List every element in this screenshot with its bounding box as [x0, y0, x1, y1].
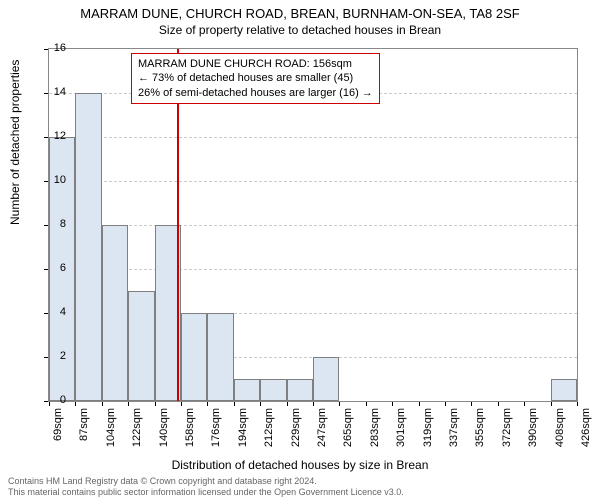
y-tick-label: 6	[60, 262, 66, 274]
x-tick-label: 265sqm	[342, 408, 354, 452]
histogram-bar	[207, 313, 233, 401]
footer-attribution: Contains HM Land Registry data © Crown c…	[8, 476, 404, 499]
x-tick-label: 426sqm	[580, 408, 592, 452]
annotation-box: MARRAM DUNE CHURCH ROAD: 156sqm← 73% of …	[131, 53, 380, 104]
x-tick-label: 140sqm	[158, 408, 170, 452]
gridline	[49, 225, 577, 226]
histogram-bar	[234, 379, 260, 401]
y-tick-label: 4	[60, 306, 66, 318]
y-tick-label: 16	[54, 42, 66, 54]
histogram-bar	[260, 379, 286, 401]
y-tick-label: 14	[54, 86, 66, 98]
y-tick-label: 0	[60, 394, 66, 406]
histogram-bar	[287, 379, 313, 401]
x-tick-label: 319sqm	[422, 408, 434, 452]
plot-area: MARRAM DUNE CHURCH ROAD: 156sqm← 73% of …	[48, 48, 578, 402]
y-tick-label: 8	[60, 218, 66, 230]
histogram-bar	[128, 291, 154, 401]
y-tick-label: 10	[54, 174, 66, 186]
x-tick-label: 122sqm	[131, 408, 143, 452]
x-tick-label: 104sqm	[105, 408, 117, 452]
histogram-bar	[551, 379, 577, 401]
gridline	[49, 137, 577, 138]
y-tick-label: 12	[54, 130, 66, 142]
gridline	[49, 181, 577, 182]
x-tick-label: 158sqm	[184, 408, 196, 452]
x-tick-label: 212sqm	[263, 408, 275, 452]
x-tick-label: 390sqm	[527, 408, 539, 452]
footer-line2: This material contains public sector inf…	[8, 487, 404, 498]
annotation-line: MARRAM DUNE CHURCH ROAD: 156sqm	[138, 57, 373, 71]
x-tick-label: 355sqm	[474, 408, 486, 452]
annotation-line: 26% of semi-detached houses are larger (…	[138, 86, 373, 100]
histogram-bar	[75, 93, 101, 401]
histogram-bar	[181, 313, 207, 401]
footer-line1: Contains HM Land Registry data © Crown c…	[8, 476, 404, 487]
histogram-bar	[313, 357, 339, 401]
x-tick-label: 283sqm	[369, 408, 381, 452]
x-tick-label: 176sqm	[210, 408, 222, 452]
y-axis-label: Number of detached properties	[8, 60, 22, 225]
annotation-line: ← 73% of detached houses are smaller (45…	[138, 71, 373, 85]
histogram-bar	[102, 225, 128, 401]
y-tick-label: 2	[60, 350, 66, 362]
x-tick-label: 372sqm	[501, 408, 513, 452]
gridline	[49, 269, 577, 270]
x-tick-label: 301sqm	[395, 408, 407, 452]
chart-subtitle: Size of property relative to detached ho…	[0, 21, 600, 37]
x-tick-label: 247sqm	[316, 408, 328, 452]
x-tick-label: 194sqm	[237, 408, 249, 452]
x-tick-label: 69sqm	[52, 408, 64, 452]
x-tick-label: 337sqm	[448, 408, 460, 452]
x-tick-label: 408sqm	[554, 408, 566, 452]
x-tick-label: 87sqm	[78, 408, 90, 452]
chart-title: MARRAM DUNE, CHURCH ROAD, BREAN, BURNHAM…	[0, 0, 600, 21]
x-tick-label: 229sqm	[290, 408, 302, 452]
x-axis-label: Distribution of detached houses by size …	[0, 458, 600, 472]
